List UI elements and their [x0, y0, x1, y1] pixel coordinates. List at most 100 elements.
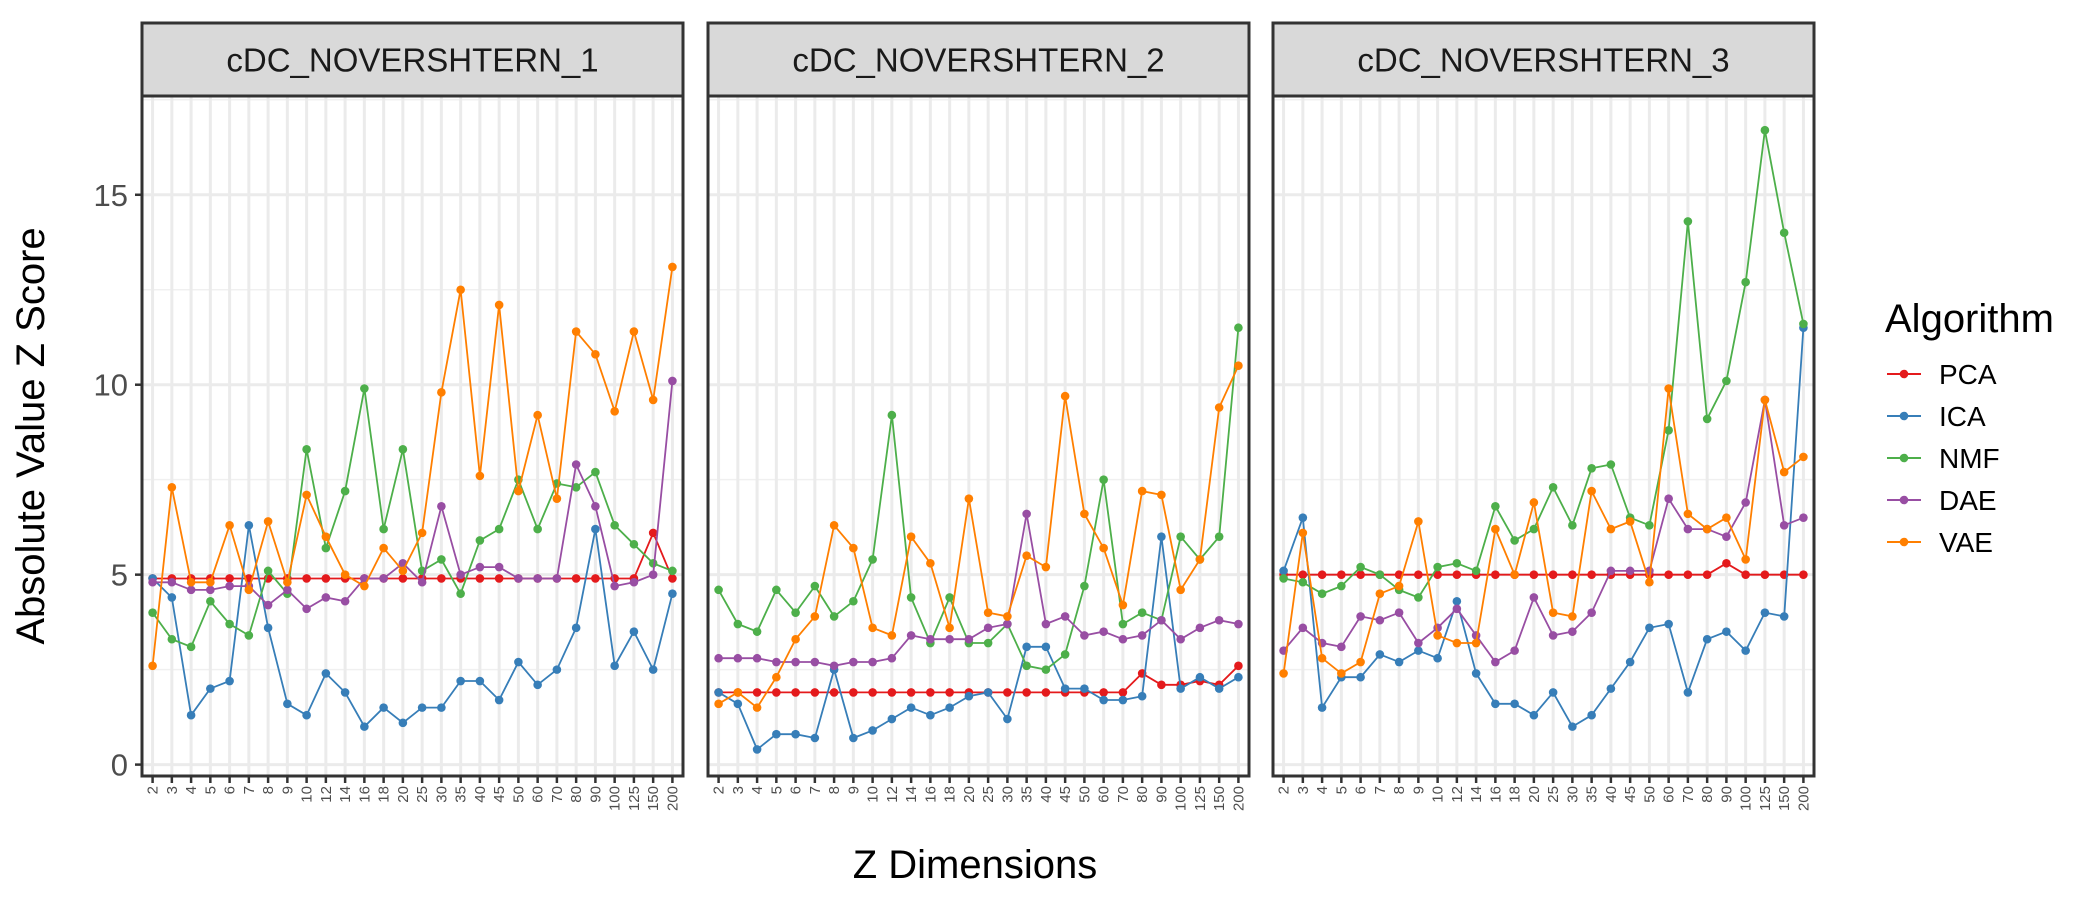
data-point-dae [1099, 627, 1108, 636]
data-point-pca [321, 574, 331, 583]
y-tick-label: 5 [111, 558, 128, 593]
data-point-vae [1491, 524, 1500, 534]
data-point-dae [1529, 593, 1539, 602]
data-point-dae [1587, 608, 1596, 617]
data-point-ica [1099, 695, 1108, 705]
data-point-vae [1510, 570, 1519, 579]
data-point-dae [1157, 615, 1166, 625]
data-point-pca [829, 688, 839, 697]
data-point-vae [1214, 403, 1224, 412]
data-point-ica [398, 718, 408, 728]
data-point-dae [849, 657, 858, 667]
data-point-nmf [733, 619, 743, 629]
data-point-ica [810, 733, 820, 743]
data-point-dae [1298, 623, 1308, 633]
data-point-nmf [148, 608, 157, 617]
data-point-nmf [1741, 277, 1750, 287]
data-point-ica [1683, 688, 1693, 697]
data-point-dae [772, 657, 781, 667]
data-point-vae [379, 543, 388, 553]
data-point-nmf [1722, 376, 1731, 386]
data-point-ica [1645, 623, 1654, 633]
x-tick-label: 35 [453, 786, 470, 803]
data-point-pca [1157, 680, 1166, 690]
series-line-vae [718, 365, 1240, 709]
data-point-dae [1722, 532, 1731, 541]
x-tick-label: 25 [414, 786, 431, 803]
x-tick-label: 9 [1410, 786, 1427, 794]
x-tick-label: 50 [510, 786, 527, 803]
series-line-nmf [151, 388, 673, 648]
data-point-vae [514, 486, 523, 496]
data-point-vae [610, 407, 619, 416]
data-point-dae [533, 574, 542, 583]
data-point-ica [964, 691, 974, 701]
data-point-ica [1625, 657, 1635, 667]
data-point-ica [1298, 513, 1308, 522]
data-point-pca [571, 574, 581, 583]
data-point-ica [791, 729, 800, 739]
data-point-dae [868, 657, 877, 667]
data-point-vae [206, 577, 215, 587]
data-point-dae [1176, 634, 1185, 644]
facet-strip [706, 21, 1251, 98]
data-point-pca [1356, 570, 1365, 579]
data-point-dae [1080, 631, 1089, 640]
data-point-vae [263, 517, 273, 526]
data-point-pca [810, 688, 820, 697]
data-point-nmf [1606, 460, 1616, 469]
data-point-ica [733, 699, 743, 709]
data-point-vae [926, 558, 935, 568]
data-point-ica [552, 665, 562, 674]
data-point-nmf [829, 612, 839, 621]
data-point-pca [868, 688, 877, 697]
data-point-ica [1394, 657, 1404, 667]
x-tick-label: 10 [865, 786, 882, 803]
data-point-ica [514, 657, 523, 667]
data-point-nmf [752, 627, 762, 636]
data-point-vae [1375, 589, 1385, 598]
data-point-vae [1099, 543, 1108, 553]
data-point-vae [1760, 395, 1770, 405]
data-point-nmf [186, 642, 196, 652]
data-point-vae [868, 623, 877, 633]
data-point-vae [733, 688, 743, 697]
data-point-dae [167, 577, 177, 587]
legend-title: Algorithm [1885, 297, 2054, 341]
data-point-ica [591, 524, 600, 534]
data-point-vae [1080, 509, 1089, 519]
data-point-nmf [810, 581, 820, 591]
data-point-ica [1279, 566, 1288, 576]
data-point-dae [1491, 657, 1500, 667]
data-point-nmf [1452, 558, 1462, 568]
data-point-vae [1003, 612, 1012, 621]
data-point-vae [494, 300, 504, 310]
data-point-ica [1587, 710, 1596, 720]
data-point-ica [1356, 672, 1365, 682]
x-tick-label: 45 [1622, 786, 1639, 803]
data-point-ica [1452, 596, 1462, 606]
facet-panel: cDC_NOVERSHTERN_12 3 4 5 6 7 8 9 10 12 14 16 18 20 25 3… [140, 21, 685, 811]
data-point-ica [321, 669, 331, 678]
data-point-pca [887, 688, 897, 697]
data-point-vae [752, 703, 762, 712]
data-point-nmf [244, 631, 254, 640]
data-point-vae [1137, 486, 1147, 496]
data-point-nmf [1664, 426, 1673, 435]
data-point-dae [340, 596, 350, 606]
data-point-ica [868, 726, 877, 735]
data-point-nmf [906, 593, 916, 602]
data-point-nmf [263, 566, 273, 576]
panel-background [708, 96, 1249, 776]
data-point-pca [648, 528, 658, 538]
x-tick-label: 35 [1584, 786, 1601, 803]
data-point-pca [849, 688, 858, 697]
x-tick-label: 9 [845, 786, 862, 794]
data-point-nmf [1645, 520, 1654, 530]
data-point-dae [668, 376, 677, 386]
series-line-pca [1283, 562, 1804, 576]
data-point-dae [1375, 615, 1385, 625]
data-point-pca [1298, 570, 1308, 579]
data-point-dae [1137, 631, 1147, 640]
x-tick-label: 3 [1295, 786, 1312, 794]
